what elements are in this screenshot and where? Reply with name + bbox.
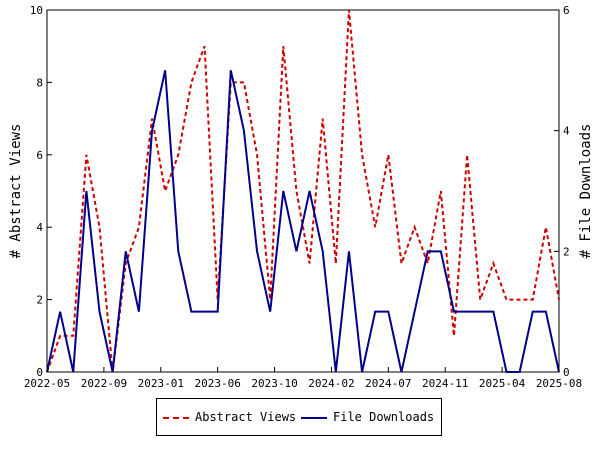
y-tick-label: 4	[36, 221, 43, 234]
y2-tick-label: 0	[563, 366, 570, 379]
x-tick-label: 2025-04	[479, 377, 526, 390]
series-line-file-downloads	[46, 70, 560, 373]
series-line-abstract-views	[46, 9, 560, 373]
legend-swatch-file-downloads	[301, 417, 327, 419]
legend: Abstract Views File Downloads	[156, 398, 442, 436]
y-tick-label: 0	[36, 366, 43, 379]
x-tick-label: 2022-09	[81, 377, 127, 390]
y-tick-label: 6	[36, 149, 43, 162]
legend-label-file-downloads: File Downloads	[333, 410, 435, 424]
x-tick-label: 2023-10	[251, 377, 297, 390]
y2-tick-label: 6	[563, 4, 570, 17]
y-tick-label: 2	[36, 294, 43, 307]
y-axis-title: # Abstract Views	[8, 124, 24, 259]
x-tick-label: 2024-02	[308, 377, 354, 390]
series-layer	[46, 9, 560, 373]
y2-axis-title: # File Downloads	[578, 124, 594, 259]
x-tick-label: 2025-08	[536, 377, 582, 390]
ticks-layer: 0 2 4 6 8 10 0 2 4 6 2022-05 2022-09 2023-01 2023-06 2…	[24, 4, 582, 390]
x-tick-label: 2023-01	[138, 377, 184, 390]
x-tick-label: 2023-06	[194, 377, 240, 390]
y2-tick-label: 4	[563, 125, 570, 138]
y-tick-label: 8	[36, 76, 43, 89]
y-tick-label: 10	[30, 4, 43, 17]
x-tick-label: 2024-07	[365, 377, 411, 390]
y2-tick-label: 2	[563, 245, 570, 258]
legend-swatch-abstract-views	[163, 417, 189, 419]
plot-area	[46, 9, 560, 373]
legend-label-abstract-views: Abstract Views	[195, 410, 297, 424]
x-tick-label: 2024-11	[422, 377, 468, 390]
x-tick-label: 2022-05	[24, 377, 70, 390]
